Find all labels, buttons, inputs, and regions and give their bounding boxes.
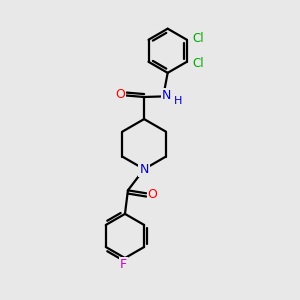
Text: N: N (161, 89, 171, 102)
Text: O: O (116, 88, 125, 100)
Text: O: O (148, 188, 158, 201)
Text: H: H (174, 96, 183, 106)
Text: N: N (140, 163, 149, 176)
Text: F: F (120, 258, 127, 271)
Text: Cl: Cl (192, 57, 204, 70)
Text: Cl: Cl (192, 32, 204, 45)
